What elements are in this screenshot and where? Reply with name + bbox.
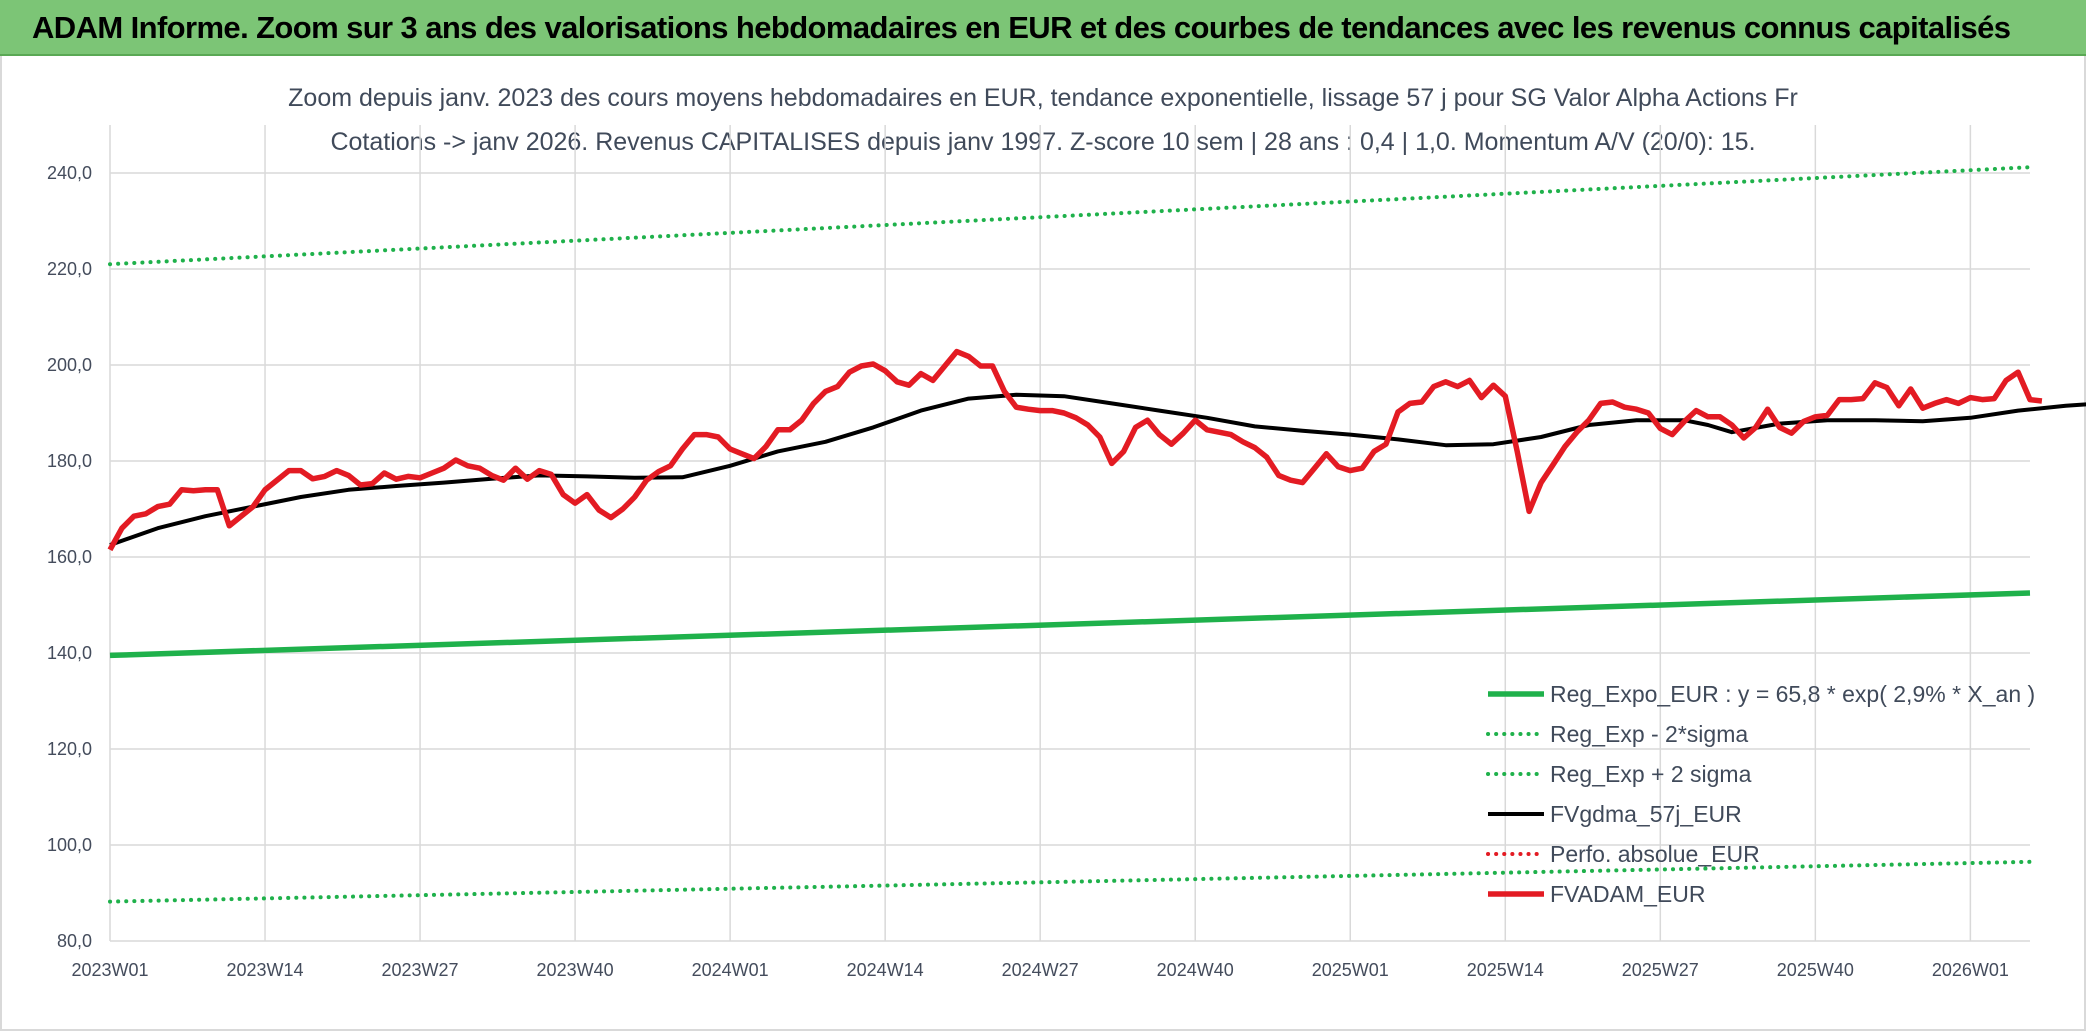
- x-tick-label: 2023W40: [537, 960, 614, 980]
- chart-subtitle: Cotations -> janv 2026. Revenus CAPITALI…: [330, 128, 1756, 156]
- y-tick-label: 220,0: [47, 259, 92, 279]
- report-title: ADAM Informe. Zoom sur 3 ans des valoris…: [32, 10, 2011, 45]
- legend-label: FVADAM_EUR: [1550, 881, 1706, 907]
- report-banner: ADAM Informe. Zoom sur 3 ans des valoris…: [0, 0, 2086, 56]
- axis-layer: 80,0 100,0 120,0 140,0 160,0 180,0 200,0 220,0 2…: [47, 163, 2009, 980]
- legend-label: Perfo. absolue_EUR: [1550, 841, 1760, 867]
- x-tick-label: 2024W27: [1002, 960, 1079, 980]
- x-tick-label: 2025W27: [1622, 960, 1699, 980]
- y-tick-label: 240,0: [47, 163, 92, 183]
- y-tick-label: 160,0: [47, 547, 92, 567]
- legend-label: Reg_Expo_EUR : y = 65,8 * exp( 2,9% * X_…: [1550, 681, 2035, 707]
- series-layer: [107, 165, 2086, 904]
- x-tick-label: 2023W01: [71, 960, 148, 980]
- series-line-reg-exp-2-sigma: [108, 859, 2032, 904]
- x-tick-label: 2023W27: [382, 960, 459, 980]
- legend: Reg_Expo_EUR : y = 65,8 * exp( 2,9% * X_…: [1486, 681, 2035, 907]
- legend-label: Reg_Exp - 2*sigma: [1550, 721, 1748, 747]
- x-tick-label: 2025W01: [1312, 960, 1389, 980]
- x-tick-label: 2023W14: [226, 960, 303, 980]
- y-tick-label: 120,0: [47, 739, 92, 759]
- y-tick-label: 80,0: [57, 931, 92, 951]
- series-line-fvgdma-57j-eur: [109, 392, 2086, 547]
- grid-layer: [109, 125, 2030, 942]
- chart-title: Zoom depuis janv. 2023 des cours moyens …: [288, 84, 1798, 112]
- x-tick-label: 2025W40: [1777, 960, 1854, 980]
- x-tick-label: 2024W01: [692, 960, 769, 980]
- x-tick-label: 2026W01: [1932, 960, 2009, 980]
- series-line-reg-expo-eur-y-65-8-exp-2-9-x-an: [109, 590, 2031, 659]
- series-line-fvadam-eur: [107, 348, 2043, 552]
- y-tick-label: 100,0: [47, 835, 92, 855]
- legend-label: Reg_Exp + 2 sigma: [1550, 761, 1752, 787]
- x-tick-label: 2024W40: [1157, 960, 1234, 980]
- x-tick-label: 2025W14: [1467, 960, 1544, 980]
- y-tick-label: 180,0: [47, 451, 92, 471]
- y-tick-label: 140,0: [47, 643, 92, 663]
- legend-label: FVgdma_57j_EUR: [1550, 801, 1742, 827]
- chart-area: [0, 56, 2086, 1031]
- y-tick-label: 200,0: [47, 355, 92, 375]
- x-tick-label: 2024W14: [847, 960, 924, 980]
- series-line-reg-exp-2-sigma: [108, 165, 2032, 267]
